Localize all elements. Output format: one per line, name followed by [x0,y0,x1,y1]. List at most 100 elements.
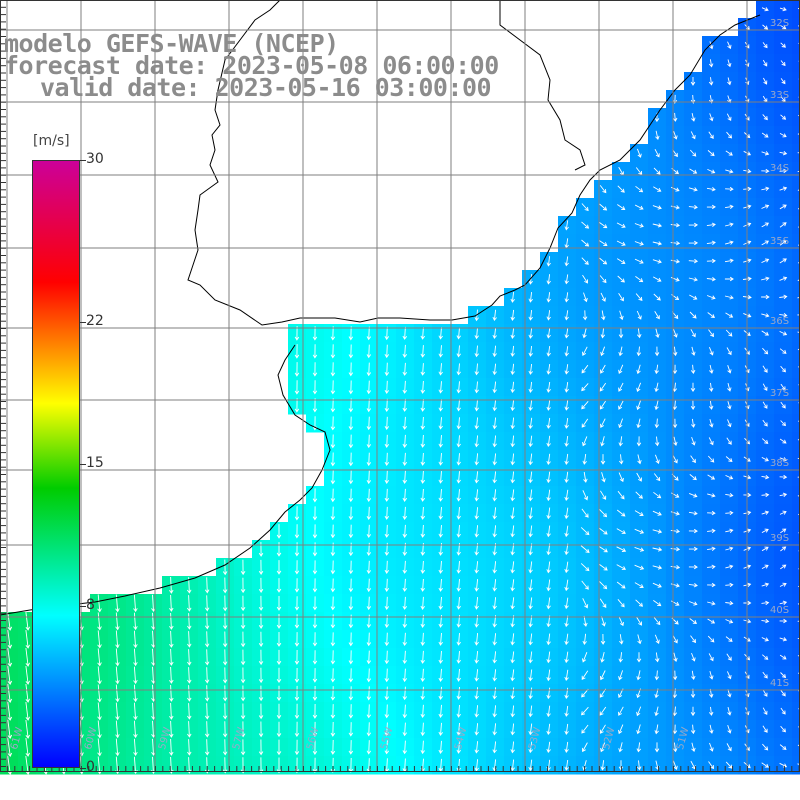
wind-arrow [725,474,734,480]
wind-arrow [97,684,102,703]
wind-arrow [510,381,515,394]
wind-arrow [312,380,318,395]
wind-arrow [402,722,408,737]
wind-arrow [688,582,698,588]
wind-arrow [652,529,663,534]
wind-arrow [546,435,551,448]
wind-arrow [438,560,443,574]
wind-arrow [438,327,443,340]
wind-speed-cell [792,144,800,163]
colorbar-tick-mark [80,464,86,465]
wind-arrow [653,293,661,301]
wind-arrow [312,739,318,756]
wind-arrow [330,686,336,701]
wind-arrow [438,668,443,682]
wind-arrow [761,132,769,138]
latitude-label: 40S [770,605,790,616]
wind-arrow [725,564,734,569]
wind-arrow [402,416,408,430]
wind-arrow [708,761,714,770]
wind-arrow [690,382,696,393]
wind-arrow [528,399,533,412]
wind-arrow [366,506,372,521]
wind-arrow [384,686,390,701]
wind-arrow [599,706,607,716]
wind-arrow [492,723,497,736]
wind-arrow [438,435,443,448]
wind-arrow [348,686,354,701]
wind-arrow [688,240,699,246]
wind-arrow [169,720,174,738]
wind-arrow [312,524,318,539]
wind-arrow [402,560,408,574]
wind-arrow [420,327,426,340]
wind-arrow [762,671,768,679]
coastline [0,0,761,616]
wind-arrow [474,741,479,754]
wind-arrow [708,329,715,338]
wind-arrow [402,632,408,647]
wind-arrow [724,222,734,227]
wind-arrow [330,560,336,575]
wind-arrow [528,381,533,393]
wind-arrow [528,723,533,736]
wind-arrow [636,742,642,753]
wind-arrow [456,579,461,592]
wind-arrow [528,669,533,682]
wind-arrow [672,454,678,464]
wind-arrow [619,634,624,645]
wind-arrow [492,705,497,718]
wind-arrow [492,561,497,574]
wind-arrow [330,344,336,359]
wind-arrow [294,703,300,720]
wind-arrow [510,705,515,718]
wind-arrow [474,669,479,682]
wind-arrow [240,667,246,684]
wind-arrow [456,686,461,700]
wind-arrow [456,453,461,466]
wind-arrow [546,597,551,610]
wind-arrow [616,222,626,228]
wind-arrow [599,185,607,194]
wind-arrow [258,649,264,666]
wind-arrow [564,220,569,231]
wind-arrow [133,720,138,739]
wind-arrow [780,546,787,552]
wind-arrow [726,437,732,445]
wind-arrow [727,41,732,50]
wind-arrow [97,630,102,649]
wind-arrow [600,418,606,429]
wind-arrow [763,77,768,85]
wind-arrow [510,579,515,592]
wind-arrow [652,241,663,246]
wind-arrow [294,506,300,521]
wind-arrow [510,723,515,736]
wind-arrow [581,652,588,663]
wind-arrow [366,488,372,503]
wind-arrow [670,511,680,516]
wind-arrow [726,347,732,356]
wind-arrow [709,742,714,752]
wind-arrow [564,669,569,682]
wind-arrow [762,707,768,716]
wind-arrow [779,457,787,462]
wind-arrow [654,652,660,663]
wind-arrow [384,740,390,755]
wind-arrow [797,188,800,191]
wind-arrow [25,665,31,685]
wind-arrow [492,579,497,592]
wind-arrow [312,650,318,665]
wind-arrow [438,417,443,430]
wind-arrow [222,559,228,576]
wind-arrow [402,704,408,719]
wind-arrow [510,507,515,520]
wind-arrow [276,524,282,539]
wind-arrow [582,453,587,465]
colorbar-tick-mark [80,160,86,161]
wind-arrow [564,256,569,267]
wind-arrow [240,559,246,576]
wind-arrow [652,547,663,552]
wind-arrow [708,59,714,68]
wind-arrow [725,186,734,192]
wind-arrow [258,703,264,720]
